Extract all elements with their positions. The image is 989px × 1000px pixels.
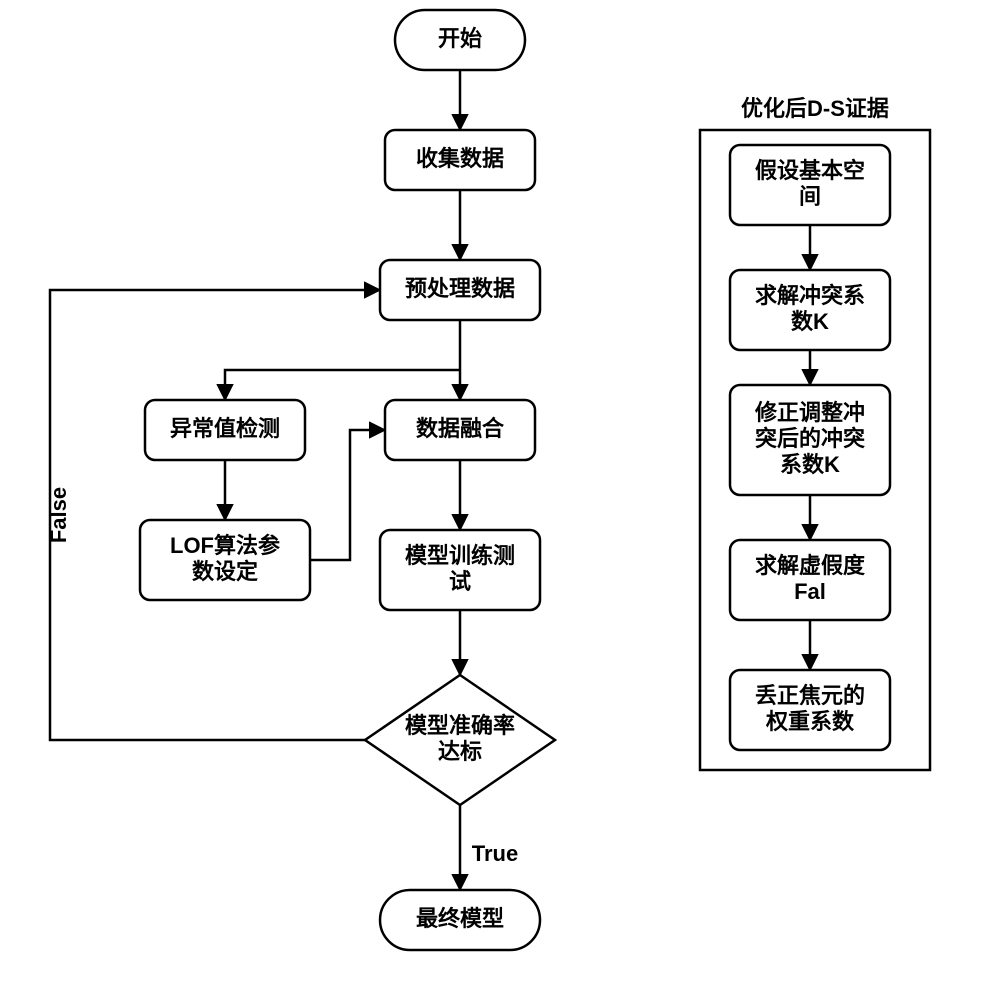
ds-container-title: 优化后D-S证据 [741, 96, 889, 121]
node-lof-line1: 数设定 [192, 559, 258, 584]
node-final: 最终模型 [380, 890, 540, 950]
edge-split-outlier [225, 370, 460, 400]
node-ds4: 求解虚假度Fal [730, 540, 890, 620]
node-ds4-line0: 求解虚假度 [755, 553, 866, 578]
node-lof-line0: LOF算法参 [170, 533, 280, 558]
node-ds3: 修正调整冲突后的冲突系数K [730, 385, 890, 495]
node-ds5-line1: 权重系数 [765, 709, 855, 734]
node-ds4-line1: Fal [794, 579, 826, 604]
node-collect-line0: 收集数据 [416, 146, 504, 171]
node-ds1: 假设基本空间 [730, 145, 890, 225]
node-train-line0: 模型训练测 [405, 543, 515, 568]
node-ds2-line1: 数K [791, 309, 829, 334]
node-final-line0: 最终模型 [416, 906, 504, 931]
node-preprocess-line0: 预处理数据 [405, 276, 515, 301]
node-train: 模型训练测试 [380, 530, 540, 610]
node-decision-line0: 模型准确率 [405, 713, 515, 738]
node-ds1-line1: 间 [799, 184, 821, 209]
node-preprocess: 预处理数据 [380, 260, 540, 320]
node-fusion-line0: 数据融合 [416, 416, 505, 441]
node-lof: LOF算法参数设定 [140, 520, 310, 600]
node-ds5-line0: 丢正焦元的 [755, 683, 865, 708]
node-collect: 收集数据 [385, 130, 535, 190]
node-start-line0: 开始 [438, 26, 482, 51]
node-fusion: 数据融合 [385, 400, 535, 460]
node-outlier: 异常值检测 [145, 400, 305, 460]
node-ds5: 丢正焦元的权重系数 [730, 670, 890, 750]
edge-label-decision-preprocess: False [46, 487, 71, 543]
node-decision: 模型准确率达标 [365, 675, 555, 805]
node-ds3-line0: 修正调整冲 [754, 400, 865, 425]
node-ds2: 求解冲突系数K [730, 270, 890, 350]
edge-decision-preprocess [50, 290, 380, 740]
node-ds3-line1: 突后的冲突 [755, 426, 865, 451]
node-start: 开始 [395, 10, 525, 70]
node-ds1-line0: 假设基本空 [755, 158, 865, 183]
node-ds3-line2: 系数K [780, 452, 840, 477]
node-outlier-line0: 异常值检测 [170, 416, 280, 441]
node-decision-line1: 达标 [438, 739, 482, 764]
flowchart-canvas: 优化后D-S证据TrueFalse开始收集数据预处理数据异常值检测LOF算法参数… [0, 0, 989, 1000]
node-train-line1: 试 [449, 569, 471, 594]
edge-label-decision-final: True [472, 841, 518, 866]
node-ds2-line0: 求解冲突系 [755, 283, 865, 308]
edge-lof-fusion [310, 430, 385, 560]
